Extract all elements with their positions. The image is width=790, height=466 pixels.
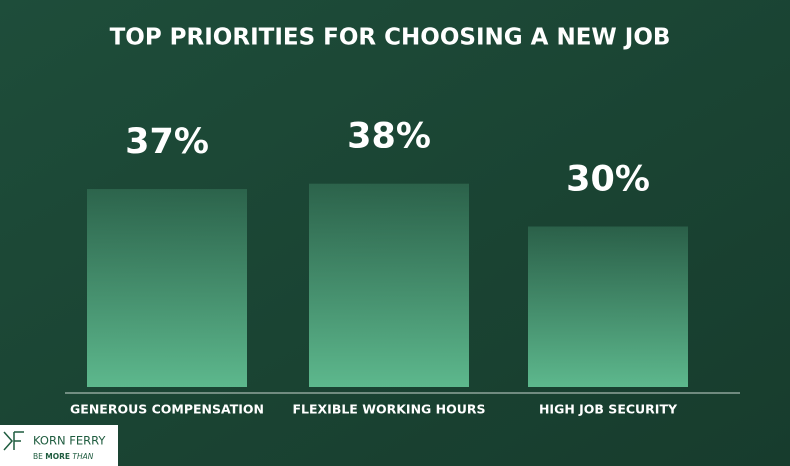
logo-mark	[3, 431, 24, 451]
logo: KORN FERRY BE MORE THAN	[0, 425, 118, 466]
value-label: 30%	[566, 160, 650, 200]
logo-tagline: BE MORE THAN	[33, 452, 94, 461]
x-tick-label: FLEXIBLE WORKING HOURS	[292, 402, 485, 417]
bar	[528, 226, 688, 387]
x-tick-label: GENEROUS COMPENSATION	[70, 402, 264, 417]
tagline-word: THAN	[72, 452, 93, 461]
bar	[309, 183, 469, 387]
tagline-word: MORE	[45, 452, 70, 461]
bar	[87, 189, 247, 387]
logo-name: KORN FERRY	[33, 434, 106, 448]
tagline-word: BE	[33, 452, 43, 461]
x-tick-label: HIGH JOB SECURITY	[539, 402, 678, 417]
value-label: 38%	[347, 117, 431, 157]
value-label: 37%	[125, 122, 209, 162]
chart-title: TOP PRIORITIES FOR CHOOSING A NEW JOB	[110, 25, 671, 51]
